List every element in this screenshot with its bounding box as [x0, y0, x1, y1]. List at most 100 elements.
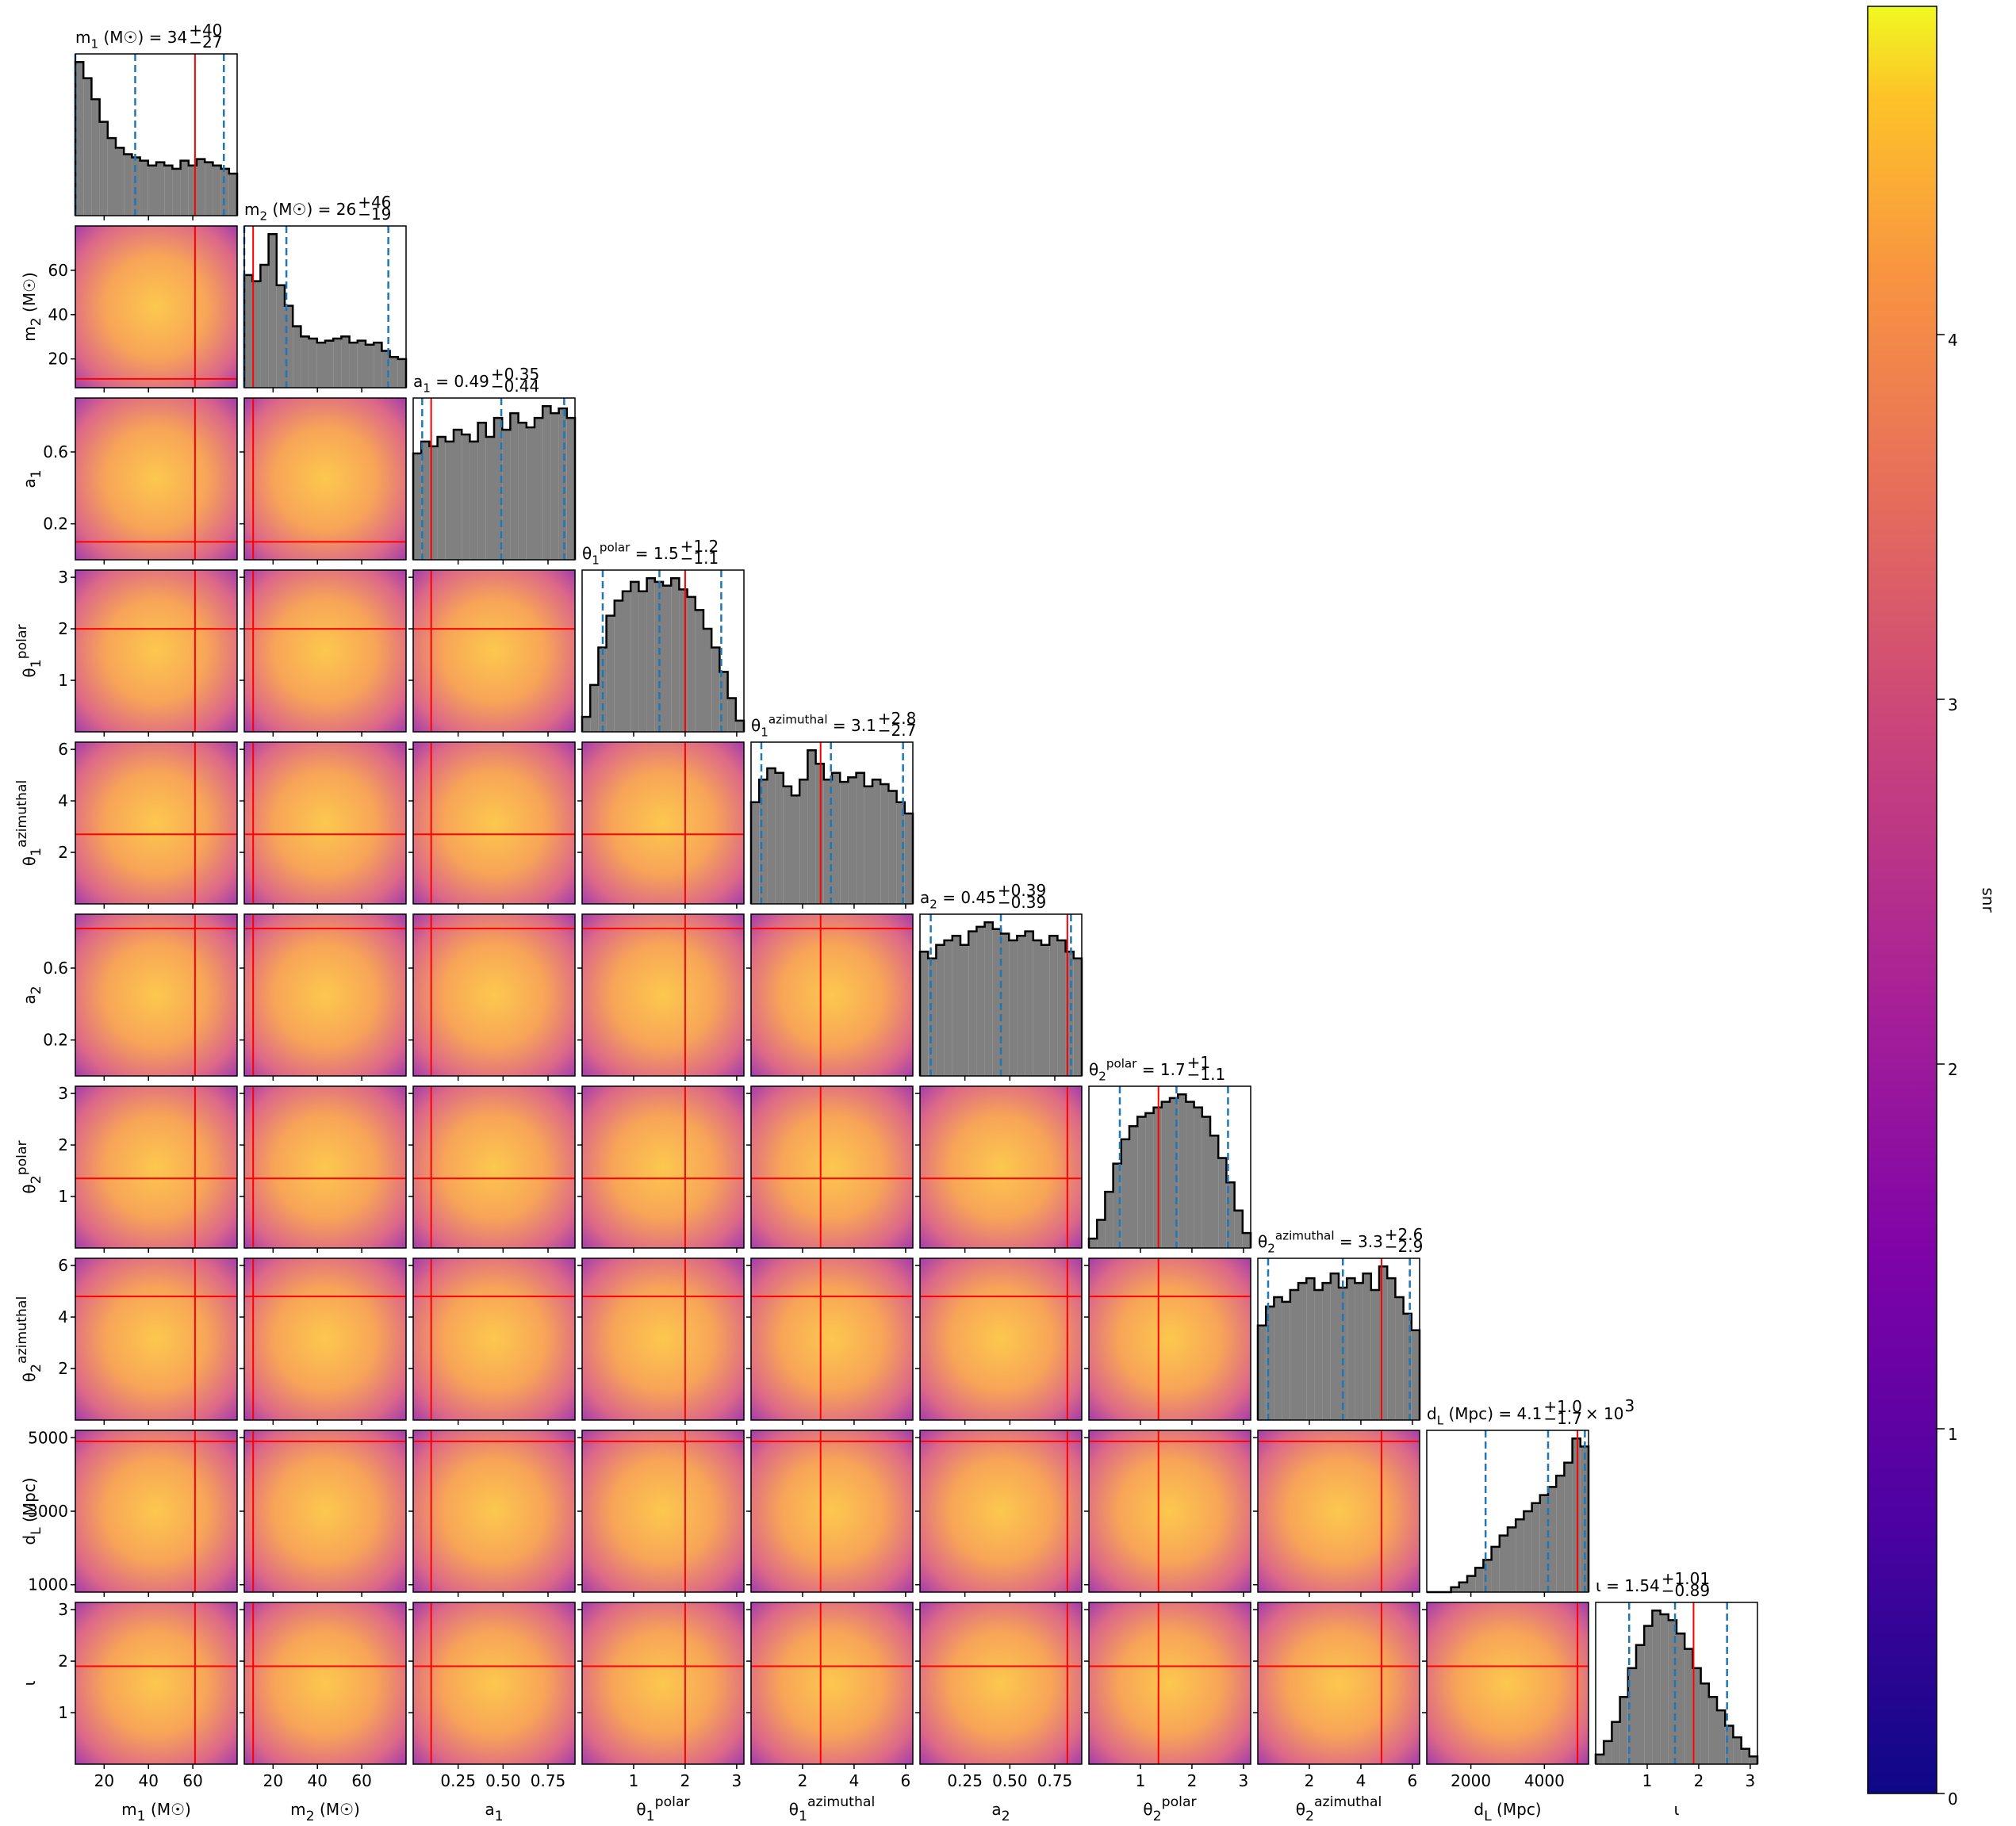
panel-frame	[750, 1602, 914, 1765]
density-panel	[413, 1086, 575, 1248]
x-tick-label: 6	[1408, 1771, 1418, 1790]
colorbar-tick-label: 2	[1948, 1060, 1958, 1079]
y-tick-label: 60	[48, 261, 68, 280]
hist-bar	[783, 786, 791, 904]
hist-bar	[960, 944, 969, 1076]
panel-frame	[75, 1085, 238, 1249]
rich-label: a2 = 0.45	[920, 888, 996, 911]
hist-bar	[815, 764, 824, 904]
panel-frame	[412, 1602, 576, 1765]
hist-bar	[197, 159, 205, 216]
hist-bar	[1202, 1116, 1210, 1248]
label-part: (M☉)	[146, 1800, 191, 1819]
y-tick-label: 2	[58, 1652, 68, 1671]
label-part: 1	[90, 36, 98, 51]
x-tick-label: 2	[1694, 1771, 1704, 1790]
hist-bar	[494, 418, 503, 560]
rich-label: θ2azimuthal	[14, 1296, 44, 1383]
hist-bar	[477, 423, 486, 560]
label-part: azimuthal	[768, 713, 828, 727]
hist-bar	[1458, 1582, 1467, 1592]
hist-bar	[285, 305, 293, 388]
hist-bar	[454, 430, 462, 560]
x-tick-label: 0.25	[947, 1771, 983, 1790]
hist-bar	[1049, 936, 1058, 1076]
hist-bar	[1451, 1587, 1459, 1592]
rich-label: a1	[485, 1800, 503, 1824]
hist-bar	[992, 928, 1001, 1076]
label-part: 2	[1267, 1241, 1275, 1255]
hist-bar	[606, 615, 615, 732]
panel-frame	[750, 1430, 914, 1593]
label-part: 1	[799, 1809, 807, 1824]
hist-bar	[630, 581, 639, 732]
panel-frame	[243, 741, 407, 905]
x-tick-label: 1	[629, 1771, 639, 1790]
label-part: azimuthal	[807, 1794, 875, 1810]
density-panel	[1258, 1430, 1420, 1592]
y-tick-label: 2	[58, 619, 68, 638]
hist-bar	[333, 338, 342, 388]
hist-bar	[1210, 1135, 1219, 1248]
rich-label: dL (Mpc)	[20, 1477, 44, 1545]
panel-frame	[412, 913, 576, 1077]
label-part: (M☉)	[315, 1800, 360, 1819]
title-plus: +2.6	[1385, 1225, 1424, 1244]
hist-bar	[888, 791, 897, 904]
hist-bar	[856, 772, 864, 904]
panel-frame	[750, 741, 914, 905]
y-tick-label: 1	[58, 1187, 68, 1206]
label-part: 2	[1305, 1809, 1314, 1824]
hist-bar	[244, 274, 253, 388]
density-panel	[75, 914, 237, 1076]
y-tick-label: 6	[58, 1256, 68, 1275]
label-part: azimuthal	[1275, 1229, 1335, 1243]
hist-bar	[872, 779, 881, 904]
label-part: (Mpc)	[20, 1477, 39, 1527]
hist-bar	[349, 343, 358, 388]
hist-outline	[243, 232, 408, 388]
hist-bar	[1508, 1527, 1516, 1592]
x-tick-label: 20	[94, 1771, 114, 1790]
density-panel	[244, 1430, 406, 1592]
panel-frame	[75, 397, 238, 561]
density-panel	[75, 1086, 237, 1248]
hist-outline	[749, 748, 914, 904]
label-part: d	[1427, 1404, 1437, 1423]
hist-bar	[799, 779, 808, 904]
panel-frame	[581, 1258, 745, 1421]
title-plus: +1.01	[1661, 1569, 1710, 1588]
rich-label: dL (Mpc) = 4.1	[1427, 1404, 1542, 1427]
label-part: m	[121, 1800, 136, 1819]
hist-bar	[1499, 1535, 1508, 1592]
panel-frame	[1257, 1602, 1420, 1765]
hist-bar	[526, 427, 535, 560]
hist-bar	[864, 786, 872, 904]
hist-bar	[880, 783, 889, 904]
density-panel	[75, 398, 237, 560]
panel-frame	[581, 1085, 745, 1249]
hist-bar	[1660, 1614, 1669, 1764]
label-part: 1	[423, 381, 431, 395]
hist-bar	[1604, 1740, 1612, 1764]
y-axis-label: θ1polar	[14, 623, 44, 677]
title-plus: +1.2	[680, 537, 719, 556]
x-tick-label: 3	[1746, 1771, 1756, 1790]
rich-label: a2	[20, 986, 44, 1004]
label-part: polar	[14, 623, 30, 659]
density-panel	[582, 1258, 744, 1420]
label-part: m	[75, 28, 90, 47]
hist-bar	[566, 418, 575, 560]
hist-bar	[1363, 1273, 1371, 1420]
hist-bar	[413, 453, 422, 560]
hist-bar	[1282, 1301, 1290, 1420]
hist-bar	[462, 434, 470, 560]
y-axis-label: m2 (M☉)	[20, 272, 44, 342]
y-axis-label: θ2polar	[14, 1139, 44, 1193]
y-axis-label: a2	[20, 986, 44, 1004]
panel-frame	[243, 397, 407, 561]
title-plus: +0.39	[998, 881, 1046, 900]
density-panel	[413, 570, 575, 732]
panel-frame	[75, 569, 238, 733]
hist-bar	[695, 610, 703, 732]
